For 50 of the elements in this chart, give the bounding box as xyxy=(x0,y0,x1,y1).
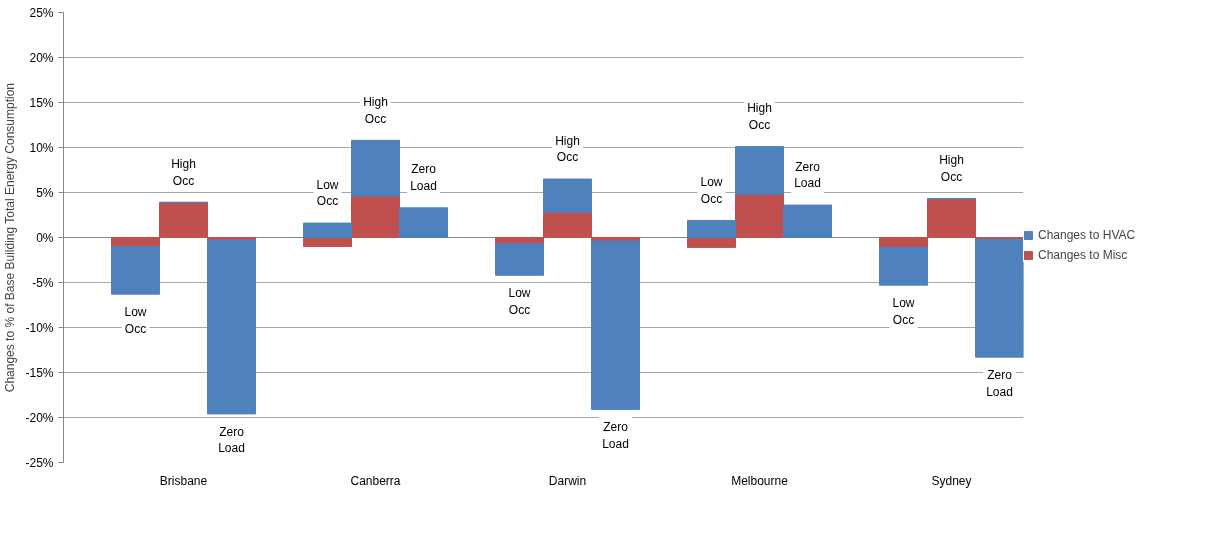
bar xyxy=(735,193,784,238)
bar xyxy=(303,222,352,238)
x-tick-label: Canberra xyxy=(350,473,401,488)
bar xyxy=(351,195,400,238)
bar xyxy=(351,139,400,197)
annotation: Zero Load xyxy=(602,420,629,451)
bar xyxy=(303,237,352,247)
bar xyxy=(543,178,592,213)
annotation: High Occ xyxy=(555,133,580,165)
bar xyxy=(111,246,160,295)
y-tick-label: -25% xyxy=(25,455,54,470)
annotation: High Occ xyxy=(363,94,388,126)
annotation: Low Occ xyxy=(508,285,531,317)
legend-label: Changes to HVAC xyxy=(1038,228,1136,242)
bar xyxy=(879,246,928,286)
y-tick-label: 15% xyxy=(29,95,54,110)
legend-label: Changes to Misc xyxy=(1038,248,1128,262)
bar xyxy=(735,146,784,195)
y-tick-label: 20% xyxy=(29,50,54,65)
y-axis-title: Changes to % of Base Building Total Energy Consumption xyxy=(3,82,18,393)
annotation: Zero Load xyxy=(218,424,245,456)
x-tick-label: Melbourne xyxy=(731,473,789,488)
annotation: Zero Load xyxy=(410,162,437,194)
annotation: Low Occ xyxy=(316,177,339,209)
annotation: Low Occ xyxy=(892,295,915,327)
bar xyxy=(399,207,448,238)
x-tick-label: Darwin xyxy=(548,473,587,488)
x-tick-label: Sydney xyxy=(931,473,972,488)
bar xyxy=(783,204,832,238)
y-tick-label: -20% xyxy=(25,410,54,425)
y-tick-label: 5% xyxy=(36,185,54,200)
y-tick-label: 0% xyxy=(36,230,54,245)
y-tick-label: 10% xyxy=(29,140,54,155)
annotation: High Occ xyxy=(939,153,964,185)
bar xyxy=(495,243,544,276)
y-tick-label: -5% xyxy=(32,275,54,290)
annotation: Zero Load xyxy=(794,159,821,191)
bar xyxy=(207,239,256,415)
annotation: High Occ xyxy=(747,101,772,132)
annotation: Low Occ xyxy=(124,304,147,336)
y-tick-label: -10% xyxy=(25,320,54,335)
annotation: High Occ xyxy=(171,157,196,188)
y-tick-label: 25% xyxy=(29,5,54,20)
bar xyxy=(591,240,640,410)
annotation: Zero Load xyxy=(986,367,1013,399)
bar xyxy=(687,237,736,248)
x-tick-label: Brisbane xyxy=(159,473,208,488)
bar xyxy=(687,219,736,238)
annotation: Low Occ xyxy=(700,175,723,206)
y-tick-label: -15% xyxy=(25,365,54,380)
